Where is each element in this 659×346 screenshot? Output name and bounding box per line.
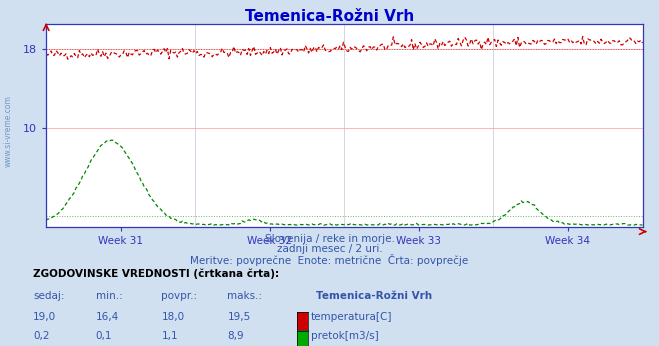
Text: ZGODOVINSKE VREDNOSTI (črtkana črta):: ZGODOVINSKE VREDNOSTI (črtkana črta): [33, 268, 279, 279]
Text: 18,0: 18,0 [161, 312, 185, 322]
Text: povpr.:: povpr.: [161, 291, 198, 301]
Text: 19,0: 19,0 [33, 312, 56, 322]
Text: www.si-vreme.com: www.si-vreme.com [3, 95, 13, 167]
Text: 0,1: 0,1 [96, 331, 112, 342]
Text: Temenica-Rožni Vrh: Temenica-Rožni Vrh [316, 291, 432, 301]
Text: 1,1: 1,1 [161, 331, 178, 342]
Text: Slovenija / reke in morje.: Slovenija / reke in morje. [264, 234, 395, 244]
Text: maks.:: maks.: [227, 291, 262, 301]
Text: min.:: min.: [96, 291, 123, 301]
Text: 8,9: 8,9 [227, 331, 244, 342]
Text: sedaj:: sedaj: [33, 291, 65, 301]
Text: Temenica-Rožni Vrh: Temenica-Rožni Vrh [245, 9, 414, 24]
Text: Meritve: povprečne  Enote: metrične  Črta: povprečje: Meritve: povprečne Enote: metrične Črta:… [190, 254, 469, 266]
Text: temperatura[C]: temperatura[C] [311, 312, 393, 322]
Text: 0,2: 0,2 [33, 331, 49, 342]
Text: zadnji mesec / 2 uri.: zadnji mesec / 2 uri. [277, 244, 382, 254]
Text: pretok[m3/s]: pretok[m3/s] [311, 331, 379, 342]
Text: 19,5: 19,5 [227, 312, 250, 322]
Text: 16,4: 16,4 [96, 312, 119, 322]
